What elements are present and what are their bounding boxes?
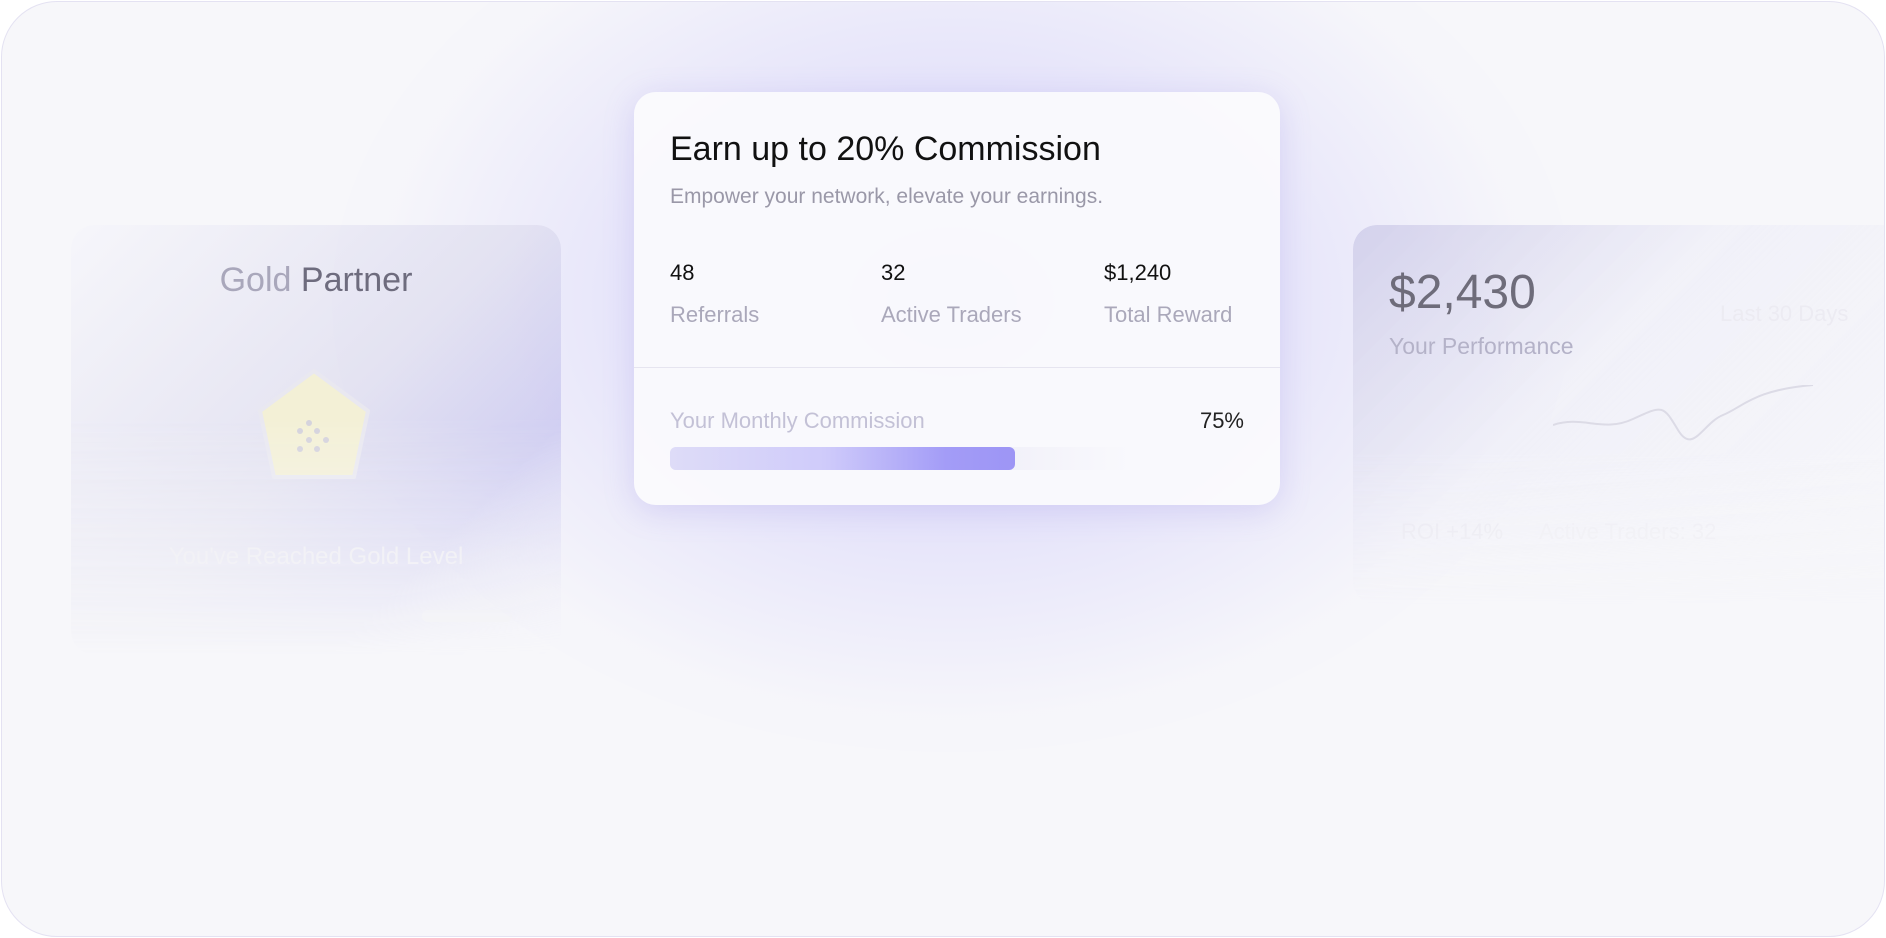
gold-level-text: You've Reached Gold Level bbox=[168, 543, 464, 570]
gold-partner-title: Gold Partner bbox=[71, 261, 561, 300]
divider bbox=[634, 367, 1280, 368]
total-reward-value: $1,240 bbox=[1104, 260, 1172, 285]
performance-label: Your Performance bbox=[1389, 333, 1574, 359]
commission-progress-fill bbox=[670, 447, 1015, 470]
active-traders-value: 32 bbox=[881, 260, 906, 285]
monthly-commission-percent: 75% bbox=[1199, 408, 1244, 433]
total-reward-label: Total Reward bbox=[1104, 302, 1233, 327]
active-traders-label: Active Traders bbox=[881, 302, 1022, 327]
performance-amount: $2,430 bbox=[1389, 266, 1536, 319]
performance-sparkline bbox=[1553, 385, 1813, 441]
gold-level-progress bbox=[422, 610, 512, 622]
commission-subtitle: Empower your network, elevate your earni… bbox=[670, 185, 1104, 208]
commission-card: Earn up to 20% Commission Empower your n… bbox=[634, 92, 1280, 505]
active-traders-badge: Active Traders: 32 bbox=[1539, 519, 1717, 544]
partner-word: Partner bbox=[300, 261, 413, 299]
gold-pentagon-badge-icon bbox=[258, 369, 370, 479]
referrals-value: 48 bbox=[670, 260, 695, 285]
period-selector[interactable]: Last 30 Days bbox=[1720, 301, 1849, 326]
gold-partner-card: Gold Partner You've Reached Gold Level bbox=[71, 225, 561, 655]
roi-badge: ROI +14% bbox=[1401, 519, 1504, 544]
gold-word: Gold bbox=[219, 261, 292, 299]
monthly-commission-label: Your Monthly Commission bbox=[670, 408, 925, 433]
commission-title: Earn up to 20% Commission bbox=[670, 130, 1101, 168]
performance-card: $2,430 Your Performance Last 30 Days ROI… bbox=[1353, 225, 1884, 605]
referrals-label: Referrals bbox=[670, 302, 760, 327]
